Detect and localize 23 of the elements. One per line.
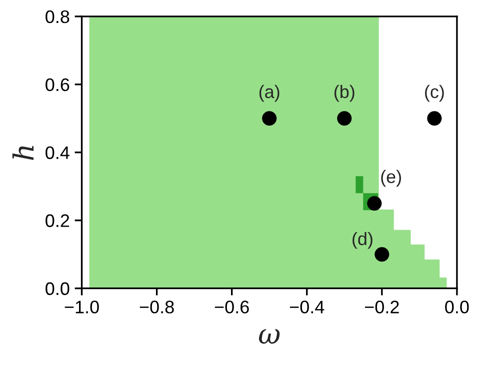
point [427, 111, 442, 126]
annotation: (a) [259, 84, 280, 102]
annotation: (c) [425, 84, 444, 102]
annotation: (e) [381, 170, 401, 187]
x-tick-label: 0.0 [445, 300, 469, 314]
x-tick-label: −0.6 [214, 300, 249, 314]
annotation: (d) [352, 232, 372, 249]
x-tick-label: −0.2 [364, 300, 399, 314]
x-tick-label: −0.4 [290, 300, 324, 314]
y-tick-label: 0.0 [46, 282, 70, 296]
x-axis-title: ω [258, 329, 280, 344]
point [337, 111, 352, 126]
y-tick-label: 0.2 [46, 214, 70, 228]
point [374, 247, 390, 262]
y-tick-label: 0.8 [46, 10, 70, 24]
y-tick-label: 0.6 [46, 78, 70, 92]
x-tick-label: −1.0 [64, 300, 99, 314]
y-axis-title: h [12, 146, 34, 160]
point [367, 196, 382, 211]
y-tick-label: 0.4 [46, 146, 70, 160]
point [262, 111, 277, 126]
x-tick-label: −0.8 [140, 300, 174, 314]
annotation: (b) [334, 84, 354, 102]
